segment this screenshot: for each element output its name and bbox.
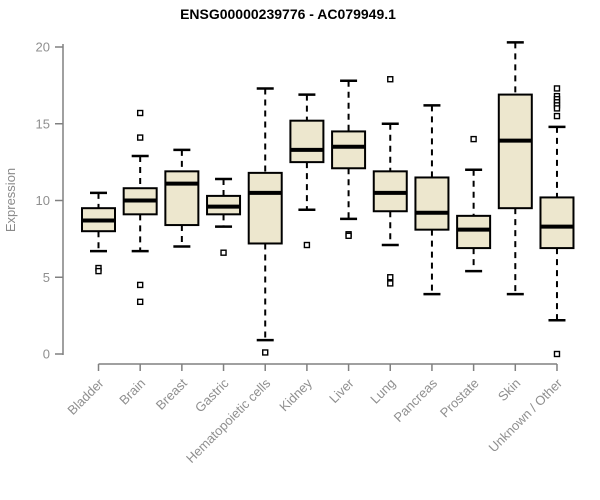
x-tick-label-pancreas: Pancreas <box>391 375 441 425</box>
box-hematopoietic-cells <box>247 171 283 245</box>
outlier-hematopoietic-cells <box>262 349 269 356</box>
chart-title: ENSG00000239776 - AC079949.1 <box>180 6 396 22</box>
x-tick-label-brain: Brain <box>116 376 148 408</box>
box-kidney <box>289 119 325 164</box>
x-tick-label-prostate: Prostate <box>437 376 482 421</box>
box-prostate <box>456 214 492 250</box>
x-tick-label-unknown-other: Unknown / Other <box>486 375 566 455</box>
outlier-lung <box>387 274 394 281</box>
outlier-unknown-other <box>553 350 561 358</box>
outlier-lung <box>387 280 394 287</box>
y-axis-title: Expression <box>3 168 18 232</box>
box-unknown-other <box>539 196 575 250</box>
outlier-unknown-other <box>553 85 561 92</box>
x-tick-label-gastric: Gastric <box>192 375 232 415</box>
outlier-kidney <box>303 241 311 249</box>
y-tick-label: 5 <box>43 270 50 285</box>
outlier-brain <box>136 134 144 141</box>
box-breast <box>164 170 200 227</box>
box-liver <box>331 130 367 170</box>
outlier-unknown-other <box>553 112 561 120</box>
y-tick-label: 10 <box>36 193 50 208</box>
outlier-prostate <box>470 135 477 143</box>
outlier-brain <box>136 298 144 306</box>
x-tick-label-breast: Breast <box>153 375 190 412</box>
outlier-lung <box>387 76 394 83</box>
outlier-liver <box>345 232 352 240</box>
outlier-gastric <box>220 249 227 256</box>
x-tick-label-bladder: Bladder <box>64 375 107 418</box>
outlier-brain <box>136 281 144 289</box>
y-tick-label: 20 <box>36 40 50 55</box>
x-tick-label-lung: Lung <box>367 376 398 407</box>
outlier-brain <box>136 109 144 117</box>
x-tick-label-kidney: Kidney <box>276 375 315 414</box>
outlier-unknown-other <box>553 105 561 112</box>
y-tick-label: 15 <box>36 116 50 131</box>
box-skin <box>497 93 533 210</box>
box-pancreas <box>414 176 450 231</box>
outlier-bladder <box>95 267 102 275</box>
x-tick-label-liver: Liver <box>326 375 357 406</box>
y-tick-label: 0 <box>43 347 50 362</box>
x-tick-label-skin: Skin <box>495 376 523 404</box>
